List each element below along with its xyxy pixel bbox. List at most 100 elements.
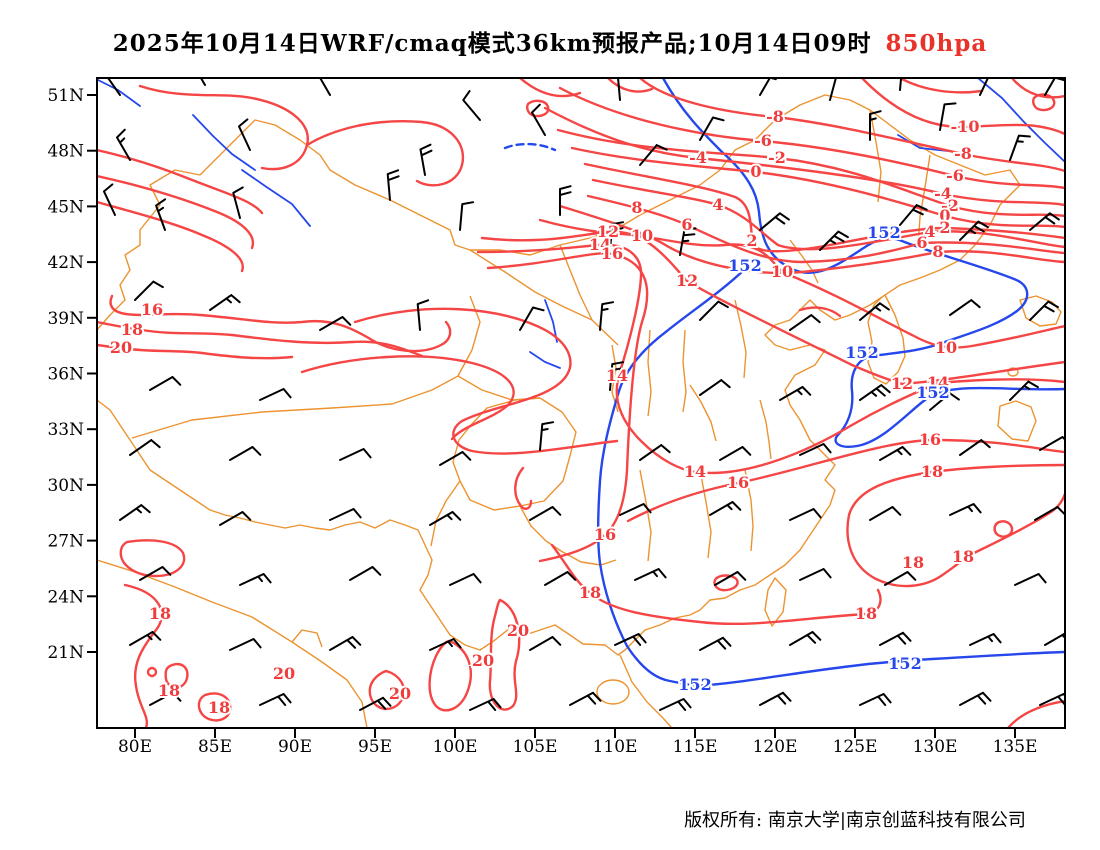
- lon-tick-label: 130E: [913, 737, 958, 757]
- wind-barb: [719, 446, 752, 461]
- isotherm-value-label: 20: [110, 338, 132, 357]
- isotherm-path: [353, 307, 619, 455]
- wind-barb: [699, 636, 732, 651]
- wind-barb: [929, 392, 960, 411]
- wind-barb: [699, 116, 725, 141]
- isotherm-value-label: 8: [932, 242, 943, 261]
- isotherm-path: [119, 539, 186, 578]
- wind-barb: [219, 511, 252, 526]
- isotherm-value-label: 4: [924, 222, 935, 241]
- isotherm-path: [97, 343, 294, 360]
- wind-barb: [539, 421, 555, 451]
- isotherm-path: [713, 574, 739, 592]
- coastline-border-path: [764, 577, 787, 627]
- wind-barb: [1039, 436, 1065, 451]
- wind-barb: [319, 78, 331, 96]
- map-layers: -10-8-8-6-6-4-4-2-2002244668810101012121…: [97, 78, 1065, 728]
- isotherm-path: [606, 78, 654, 93]
- isotherm-path: [550, 543, 882, 626]
- isotherm-path: [538, 218, 1065, 349]
- wind-barb: [259, 693, 292, 706]
- wind-barb: [559, 185, 572, 216]
- isotherm-path: [898, 78, 984, 94]
- height-value-label: 152: [867, 223, 900, 242]
- coastline-border-path: [457, 375, 541, 401]
- wind-barb: [103, 183, 116, 216]
- coastline-border-path: [1019, 295, 1062, 327]
- wind-barb: [1009, 134, 1031, 161]
- isotherm-path: [305, 120, 465, 187]
- wind-barb: [869, 506, 902, 521]
- river-path: [192, 114, 256, 171]
- isotherm-value-label: 14: [684, 462, 706, 481]
- lat-tick-label: 36N: [47, 365, 84, 385]
- height-value-label: 152: [678, 675, 711, 694]
- coastline-border-path: [97, 94, 1021, 656]
- isotherm-value-label: 12: [676, 271, 698, 290]
- isotherm-value-label: 18: [952, 547, 974, 566]
- lon-tick-label: 120E: [753, 737, 798, 757]
- isotherm-path: [1010, 78, 1065, 99]
- wind-barb: [829, 78, 837, 101]
- wind-barb: [759, 212, 790, 231]
- isotherm-path: [514, 466, 533, 510]
- isotherm-value-label: 18: [208, 698, 230, 717]
- wind-barb: [959, 691, 992, 706]
- lon-tick-label: 110E: [593, 737, 638, 757]
- wind-barb: [709, 501, 742, 516]
- wind-barb: [199, 78, 206, 86]
- isotherm-path: [638, 78, 1065, 173]
- isotherm-path: [146, 666, 158, 678]
- isotherm-path: [486, 252, 649, 563]
- isotherm-value-label: 12: [597, 222, 619, 241]
- coastline-border-path: [699, 469, 712, 559]
- coastline-border-path: [997, 400, 1037, 442]
- river-path: [897, 134, 949, 152]
- isotherm-path: [570, 146, 1065, 229]
- page-title: 2025年10月14日WRF/cmaq模式36km预报产品;10月14日09时 8…: [0, 24, 1100, 58]
- wind-barb: [116, 128, 131, 161]
- wind-barb: [819, 230, 849, 251]
- wind-barb: [859, 384, 891, 401]
- isotherm-value-label: 14: [927, 373, 949, 392]
- isotherm-value-label: 6: [916, 233, 927, 252]
- isotherm-value-label: 0: [939, 206, 950, 225]
- wind-barb: [459, 201, 475, 231]
- copyright-text: 版权所有: 南京大学|南京创蓝科技有限公司: [684, 810, 1026, 831]
- lon-tick-label: 125E: [833, 737, 878, 757]
- wind-barb: [469, 698, 502, 711]
- isotherm-value-label: 16: [727, 473, 749, 492]
- isotherm-value-label: 12: [891, 374, 913, 393]
- wind-barb: [429, 638, 462, 651]
- wind-barb: [789, 508, 822, 521]
- wind-barb: [119, 504, 151, 521]
- isotherm-path: [109, 294, 452, 353]
- coastline-border-path: [647, 329, 652, 417]
- wind-barb: [449, 573, 482, 586]
- wind-barb: [106, 78, 121, 96]
- height-value-label: 152: [845, 343, 878, 362]
- isotherm-path: [488, 598, 521, 711]
- coastline-border-path: [291, 629, 323, 648]
- wind-barb: [617, 78, 621, 101]
- wind-barb: [229, 638, 262, 651]
- isotherm-path: [197, 692, 232, 722]
- isotherm-path: [591, 178, 1065, 251]
- isotherm-path: [300, 355, 515, 441]
- wind-barb: [949, 299, 981, 316]
- isotherm-value-label: 20: [472, 651, 494, 670]
- coastline-border-path: [869, 109, 882, 203]
- isotherm-value-label: 18: [121, 320, 143, 339]
- wind-barb: [569, 691, 602, 706]
- isotherm-value-label: 6: [681, 215, 692, 234]
- wind-barb: [639, 444, 671, 461]
- coastline-border-path: [759, 399, 772, 460]
- isotherm-path: [846, 463, 1065, 588]
- isotherm-path: [518, 78, 582, 98]
- isotherm-path: [860, 78, 1065, 136]
- wind-barb: [149, 691, 182, 706]
- wind-barb: [939, 102, 957, 131]
- wind-barb: [799, 443, 832, 456]
- height-contour-152: [596, 267, 1065, 688]
- isotherm-path: [480, 230, 1065, 386]
